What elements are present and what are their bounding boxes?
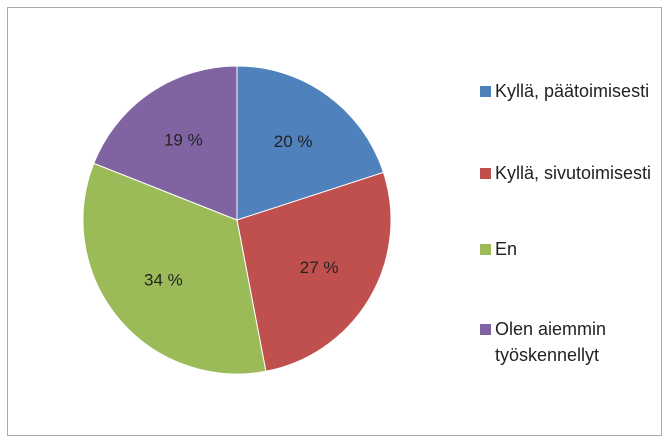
- pie-slice: [93, 65, 238, 221]
- pie-slice: [236, 171, 392, 372]
- pie-slice: [82, 162, 267, 375]
- legend-label: En: [495, 239, 518, 259]
- legend-swatch: [480, 244, 491, 255]
- legend-label: Olen aiemmin työskennellyt: [495, 319, 607, 365]
- legend-item: Kyllä, sivutoimisesti: [480, 160, 655, 186]
- legend-swatch: [480, 86, 491, 97]
- legend-label: Kyllä, päätoimisesti: [495, 81, 650, 101]
- pie-slice: [236, 65, 385, 221]
- legend-swatch: [480, 168, 491, 179]
- data-label: 34 %: [144, 270, 183, 289]
- data-label: 20 %: [274, 132, 313, 151]
- data-label: 27 %: [300, 258, 339, 277]
- legend-swatch: [480, 324, 491, 335]
- legend-item: En: [480, 236, 655, 262]
- legend-item: Kyllä, päätoimisesti: [480, 78, 655, 104]
- legend-label: Kyllä, sivutoimisesti: [495, 163, 652, 183]
- legend-item: Olen aiemmin työskennellyt: [480, 316, 655, 368]
- data-label: 19 %: [164, 131, 203, 150]
